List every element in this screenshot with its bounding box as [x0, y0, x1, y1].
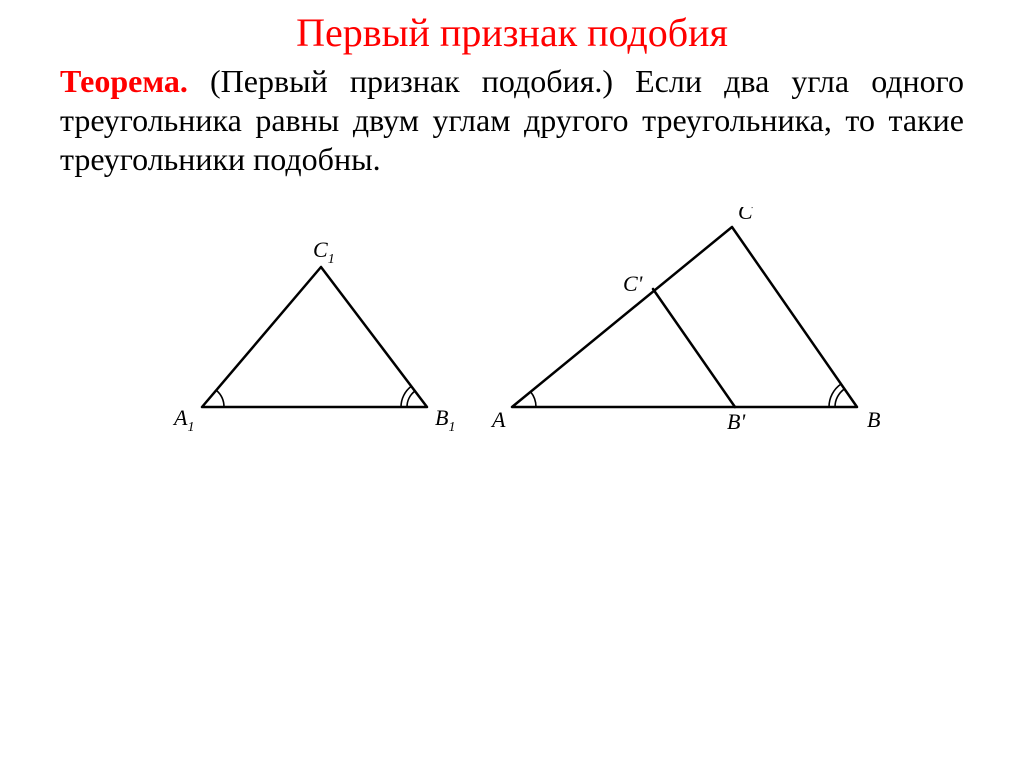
svg-text:B1: B1 [435, 405, 455, 435]
triangles-figure: A1 B1 C1 A B C B' C' [127, 207, 897, 467]
theorem-text: Теорема. (Первый признак подобия.) Если … [60, 62, 964, 179]
svg-text:B: B [867, 407, 880, 432]
svg-text:C: C [738, 207, 753, 224]
svg-text:C': C' [623, 271, 643, 296]
theorem-rest: (Первый признак подобия.) Если два угла … [60, 63, 964, 177]
page-title: Первый признак подобия [60, 10, 964, 56]
svg-text:A: A [490, 407, 506, 432]
svg-text:A1: A1 [172, 405, 194, 435]
figure-area: A1 B1 C1 A B C B' C' [60, 207, 964, 467]
svg-text:C1: C1 [313, 237, 335, 267]
theorem-lead: Теорема. [60, 63, 188, 99]
slide: Первый признак подобия Теорема. (Первый … [0, 0, 1024, 767]
svg-text:B': B' [727, 409, 745, 434]
